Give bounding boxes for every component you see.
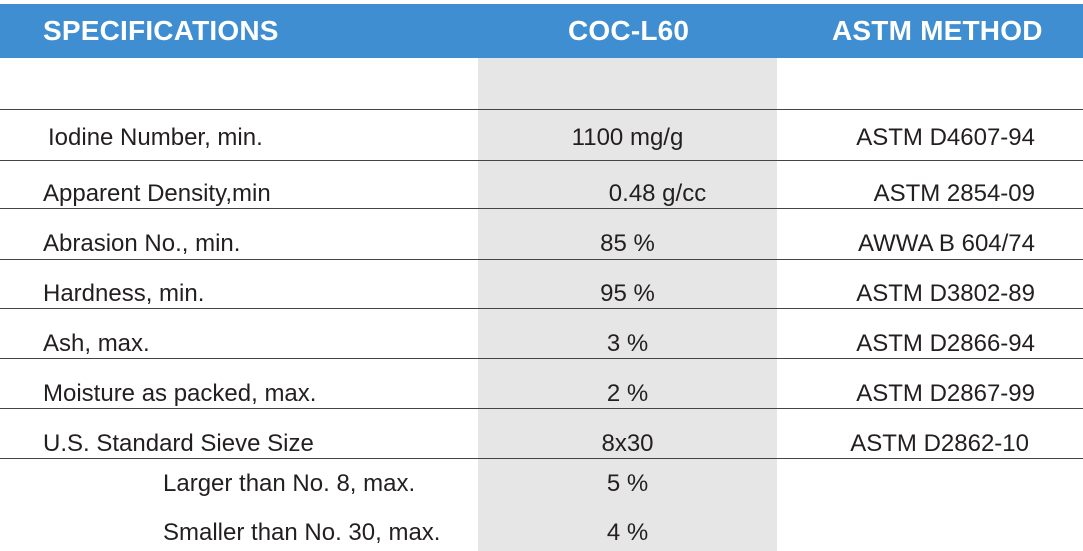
spec-method: ASTM D2867-99 — [856, 380, 1035, 407]
spec-label: Hardness, min. — [43, 280, 205, 307]
spec-label: Larger than No. 8, max. — [163, 470, 416, 497]
spec-label: Moisture as packed, max. — [43, 380, 317, 407]
header-product: COC-L60 — [568, 15, 690, 46]
header-method: ASTM METHOD — [832, 15, 1043, 46]
spec-value: 3 % — [606, 330, 649, 357]
spec-label: Iodine Number, min. — [48, 124, 263, 151]
spec-method: ASTM D2862-10 — [850, 430, 1029, 457]
row-divider — [0, 308, 1083, 309]
spec-method: ASTM D3802-89 — [856, 280, 1035, 307]
row-divider — [0, 160, 1083, 161]
spec-label: Apparent Density,min — [43, 180, 271, 207]
spec-method: ASTM D2866-94 — [856, 330, 1035, 357]
spec-value: 0.48 g/cc — [608, 180, 707, 207]
spec-method: ASTM D4607-94 — [856, 124, 1035, 151]
row-divider — [0, 458, 1083, 459]
spec-value: 5 % — [606, 470, 649, 497]
spec-value: 2 % — [606, 380, 649, 407]
row-divider — [0, 358, 1083, 359]
spec-value: 8x30 — [601, 430, 654, 457]
spec-value: 95 % — [600, 280, 655, 307]
spec-label: Smaller than No. 30, max. — [163, 519, 441, 546]
row-divider — [0, 208, 1083, 209]
spec-value: 4 % — [606, 519, 649, 546]
row-divider — [0, 408, 1083, 409]
spec-label: U.S. Standard Sieve Size — [43, 430, 314, 457]
row-divider — [0, 259, 1083, 260]
header-specifications: SPECIFICATIONS — [43, 15, 279, 46]
spec-value: 85 % — [600, 230, 655, 257]
spec-value: 1100 mg/g — [571, 124, 684, 151]
spec-label: Abrasion No., min. — [43, 230, 241, 257]
spec-method: ASTM 2854-09 — [873, 180, 1035, 207]
spec-label: Ash, max. — [43, 330, 150, 357]
spec-method: AWWA B 604/74 — [858, 230, 1035, 257]
product-column-background — [478, 58, 777, 551]
row-divider — [0, 109, 1083, 110]
table-header: SPECIFICATIONS COC-L60 ASTM METHOD — [0, 4, 1083, 58]
